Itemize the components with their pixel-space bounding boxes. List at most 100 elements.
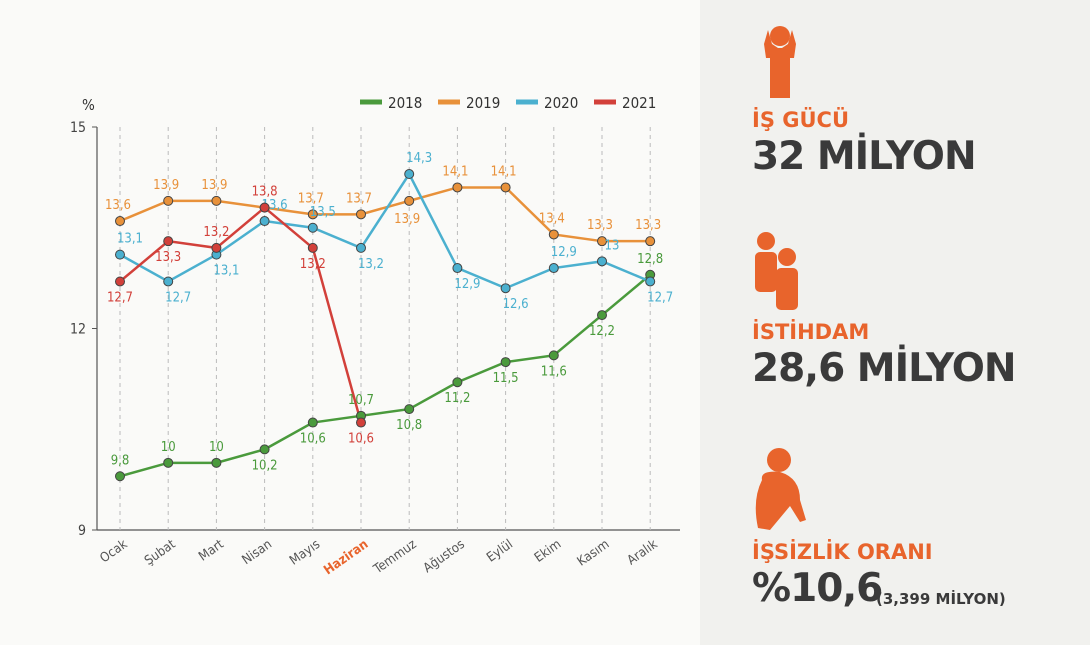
legend-label: 2021	[622, 94, 656, 112]
data-point	[115, 276, 125, 287]
series-line	[119, 205, 363, 423]
data-point	[211, 242, 222, 253]
data-point	[645, 276, 656, 287]
data-point	[259, 216, 270, 227]
data-point	[500, 182, 511, 193]
data-label: 10,6	[348, 432, 374, 447]
data-point	[404, 195, 415, 206]
data-point	[211, 457, 222, 468]
panel-note: (3,399 MİLYON)	[876, 590, 1006, 608]
panel-label: İSTİHDAM	[752, 320, 870, 344]
data-label: 13,1	[117, 232, 143, 247]
data-point	[452, 182, 463, 193]
data-point	[597, 310, 607, 321]
data-label: 12,7	[107, 290, 133, 305]
icon-body	[764, 30, 796, 98]
data-point	[163, 457, 174, 468]
data-point	[163, 195, 174, 206]
icon-head	[778, 248, 796, 266]
data-point	[597, 256, 607, 267]
icon-head	[767, 448, 791, 472]
data-point	[548, 350, 559, 361]
data-point	[115, 471, 125, 482]
data-label: 12,2	[589, 324, 615, 339]
icon-head	[770, 26, 790, 46]
data-label: 11,2	[444, 391, 470, 406]
data-point	[259, 202, 270, 213]
panel-background	[700, 0, 1090, 645]
data-label: 13,1	[213, 264, 239, 279]
data-point	[356, 242, 366, 253]
data-label: 13,9	[201, 178, 227, 193]
y-tick-label: 15	[70, 120, 86, 136]
data-label: 10,6	[300, 432, 326, 447]
data-label: 13,9	[394, 212, 420, 227]
y-tick-label: 12	[70, 322, 86, 338]
data-point	[163, 236, 174, 247]
data-label: 12,8	[637, 252, 663, 267]
data-point	[452, 377, 463, 388]
data-label: 12,7	[647, 290, 673, 305]
legend-label: 2018	[388, 94, 422, 112]
data-label: 14,1	[491, 164, 517, 179]
data-label: 13,8	[252, 185, 278, 200]
data-label: 13,6	[105, 198, 131, 213]
data-label: 14,3	[406, 151, 432, 166]
icon-head	[757, 232, 775, 250]
data-label: 10	[161, 440, 176, 455]
series-line	[119, 171, 651, 290]
y-axis-label: %	[82, 96, 95, 114]
data-label: 13,3	[155, 250, 181, 265]
chart-background	[0, 0, 700, 645]
data-label: 12,9	[454, 277, 480, 292]
data-point	[500, 283, 511, 294]
icon-body	[755, 252, 777, 292]
data-label: 13,7	[346, 191, 372, 206]
icons	[755, 26, 806, 530]
data-label: 10	[209, 440, 224, 455]
data-point	[211, 195, 222, 206]
data-label: 13,2	[300, 257, 326, 272]
data-point	[307, 242, 318, 253]
y-tick-label: 9	[78, 523, 86, 539]
data-label: 10,7	[348, 393, 374, 408]
data-label: 13,3	[587, 218, 613, 233]
data-label: 13,4	[539, 211, 565, 226]
data-point	[163, 276, 174, 287]
data-point	[597, 236, 607, 247]
icon-body	[776, 268, 798, 310]
data-label: 12,6	[503, 297, 529, 312]
legend-label: 2019	[466, 94, 500, 112]
data-point	[115, 216, 125, 227]
data-point	[404, 169, 415, 180]
data-label: 10,8	[396, 418, 422, 433]
data-point	[404, 404, 415, 415]
data-label: 10,2	[252, 458, 278, 473]
data-label: 12,9	[551, 245, 577, 260]
data-point	[307, 417, 318, 428]
data-label: 13,2	[203, 225, 229, 240]
panel-label: İŞ GÜCÜ	[752, 108, 850, 132]
panel-label: İŞSİZLİK ORANI	[752, 540, 933, 564]
data-label: 12,7	[165, 290, 191, 305]
data-label: 13,7	[298, 191, 324, 206]
data-label: 11,5	[493, 371, 519, 386]
data-point	[307, 222, 318, 233]
series-line	[119, 273, 652, 478]
legend-label: 2020	[544, 94, 578, 112]
panel-value: %10,6	[752, 566, 883, 611]
data-label: 9,8	[111, 453, 130, 468]
data-point	[500, 357, 511, 368]
data-point	[548, 263, 559, 274]
data-point	[356, 417, 366, 428]
data-label: 13,2	[358, 257, 384, 272]
data-point	[645, 236, 656, 247]
series-line	[119, 186, 651, 243]
data-label: 11,6	[541, 364, 567, 379]
icon-body	[755, 471, 806, 530]
data-point	[452, 263, 463, 274]
data-point	[356, 209, 366, 220]
panel-value: 28,6 MİLYON	[752, 346, 1017, 391]
